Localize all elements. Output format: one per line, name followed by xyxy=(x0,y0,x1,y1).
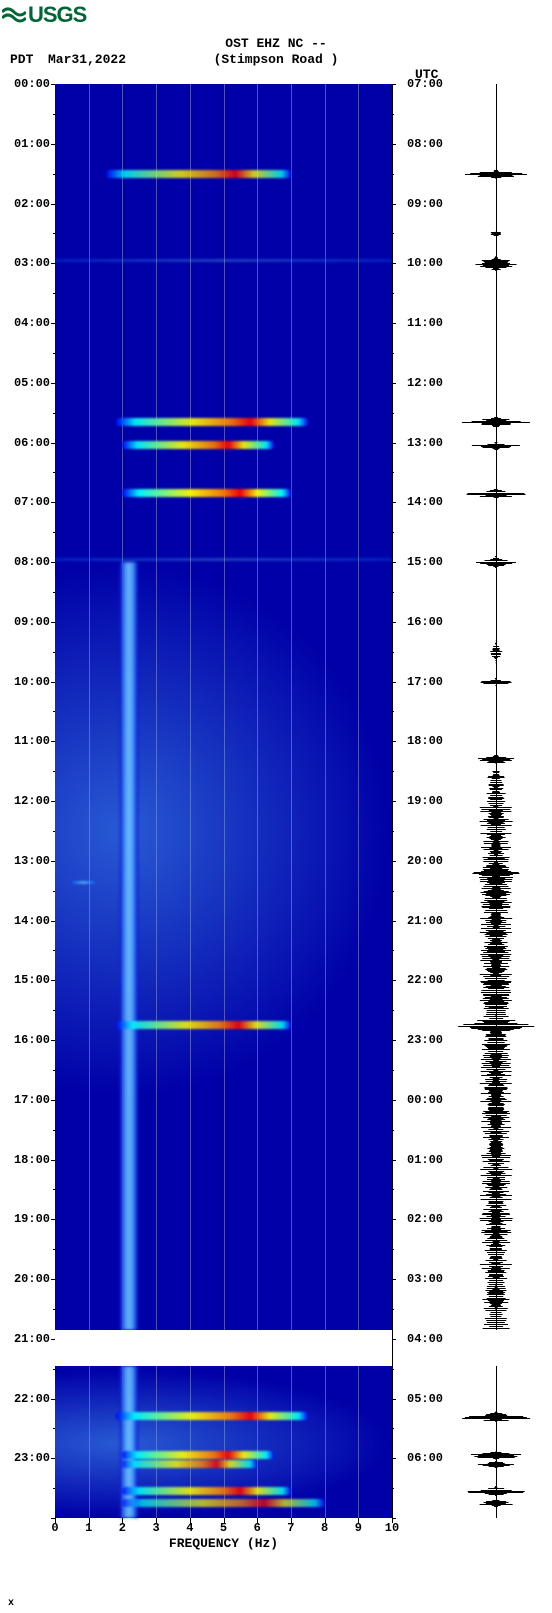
tz-left: PDT xyxy=(10,52,33,67)
seismic-event xyxy=(122,1460,257,1468)
x-tick: 0 xyxy=(51,1521,58,1535)
y-tick-left: 03:00 xyxy=(14,256,50,270)
y-tick-left: 15:00 xyxy=(14,973,50,987)
x-tick: 10 xyxy=(385,1521,399,1535)
y-tick-right: 12:00 xyxy=(407,376,443,390)
y-tick-left: 18:00 xyxy=(14,1153,50,1167)
y-tick-left: 04:00 xyxy=(14,316,50,330)
y-tick-left: 22:00 xyxy=(14,1392,50,1406)
y-tick-left: 05:00 xyxy=(14,376,50,390)
x-tick: 8 xyxy=(321,1521,328,1535)
y-tick-right: 15:00 xyxy=(407,555,443,569)
seismic-event xyxy=(116,1412,308,1420)
y-tick-left: 11:00 xyxy=(14,734,50,748)
seismic-event xyxy=(122,1451,274,1459)
x-tick: 1 xyxy=(85,1521,92,1535)
seismic-event xyxy=(116,418,308,426)
x-tick: 7 xyxy=(287,1521,294,1535)
y-tick-right: 17:00 xyxy=(407,675,443,689)
station-line: OST EHZ NC -- xyxy=(0,36,552,51)
y-tick-right: 21:00 xyxy=(407,914,443,928)
y-tick-right: 09:00 xyxy=(407,197,443,211)
y-tick-right: 02:00 xyxy=(407,1212,443,1226)
y-tick-left: 07:00 xyxy=(14,495,50,509)
seismic-event xyxy=(122,489,291,497)
x-tick: 6 xyxy=(254,1521,261,1535)
y-tick-left: 10:00 xyxy=(14,675,50,689)
seismic-event xyxy=(116,1021,291,1029)
x-tick: 5 xyxy=(220,1521,227,1535)
y-tick-right: 22:00 xyxy=(407,973,443,987)
y-tick-right: 03:00 xyxy=(407,1272,443,1286)
y-tick-right: 05:00 xyxy=(407,1392,443,1406)
y-tick-left: 23:00 xyxy=(14,1451,50,1465)
y-tick-left: 09:00 xyxy=(14,615,50,629)
y-tick-right: 11:00 xyxy=(407,316,443,330)
y-tick-right: 13:00 xyxy=(407,436,443,450)
x-tick: 9 xyxy=(355,1521,362,1535)
date: Mar31,2022 xyxy=(48,52,126,67)
y-tick-right: 18:00 xyxy=(407,734,443,748)
y-tick-left: 12:00 xyxy=(14,794,50,808)
y-tick-left: 14:00 xyxy=(14,914,50,928)
y-tick-right: 01:00 xyxy=(407,1153,443,1167)
seismic-event xyxy=(122,1499,324,1507)
logo-text: USGS xyxy=(28,2,86,28)
seismic-event xyxy=(72,881,96,884)
y-tick-left: 13:00 xyxy=(14,854,50,868)
x-tick: 3 xyxy=(152,1521,159,1535)
y-tick-right: 20:00 xyxy=(407,854,443,868)
y-tick-right: 19:00 xyxy=(407,794,443,808)
y-tick-left: 21:00 xyxy=(14,1332,50,1346)
seismic-event xyxy=(106,170,291,178)
y-tick-left: 19:00 xyxy=(14,1212,50,1226)
waveform xyxy=(455,84,537,1518)
y-tick-right: 14:00 xyxy=(407,495,443,509)
footer-mark: x xyxy=(8,1598,14,1609)
x-axis-label: FREQUENCY (Hz) xyxy=(55,1536,392,1551)
page: USGS OST EHZ NC -- PDT Mar31,2022 (Stimp… xyxy=(0,0,552,1613)
y-tick-left: 00:00 xyxy=(14,77,50,91)
x-tick: 2 xyxy=(119,1521,126,1535)
seismic-event xyxy=(122,441,274,449)
spectrogram xyxy=(55,84,392,1518)
y-tick-left: 17:00 xyxy=(14,1093,50,1107)
seismic-event xyxy=(55,558,392,561)
y-tick-right: 07:00 xyxy=(407,77,443,91)
y-tick-left: 16:00 xyxy=(14,1033,50,1047)
y-tick-right: 04:00 xyxy=(407,1332,443,1346)
y-tick-right: 00:00 xyxy=(407,1093,443,1107)
y-tick-left: 01:00 xyxy=(14,137,50,151)
usgs-logo: USGS xyxy=(2,2,86,28)
y-tick-right: 16:00 xyxy=(407,615,443,629)
y-tick-right: 08:00 xyxy=(407,137,443,151)
x-tick: 4 xyxy=(186,1521,193,1535)
y-tick-left: 02:00 xyxy=(14,197,50,211)
seismic-event xyxy=(122,1487,291,1495)
y-tick-left: 06:00 xyxy=(14,436,50,450)
y-tick-left: 20:00 xyxy=(14,1272,50,1286)
y-tick-right: 23:00 xyxy=(407,1033,443,1047)
y-tick-right: 10:00 xyxy=(407,256,443,270)
seismic-event xyxy=(55,259,392,262)
y-tick-right: 06:00 xyxy=(407,1451,443,1465)
y-tick-left: 08:00 xyxy=(14,555,50,569)
